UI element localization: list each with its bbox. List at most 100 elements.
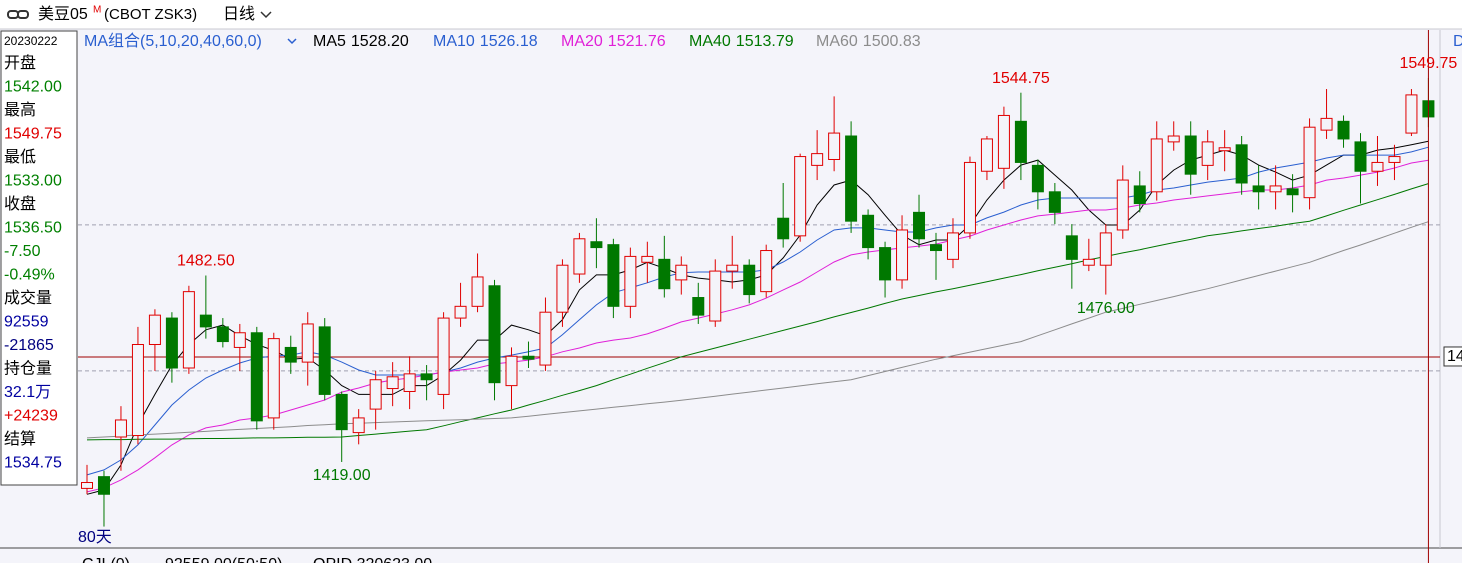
quote-field: 1536.50 [4, 220, 62, 237]
candle-body [199, 314, 212, 328]
candle-body [522, 355, 535, 360]
candle-body [1320, 117, 1333, 131]
extreme-label: 1476.00 [1077, 300, 1135, 317]
candle-body [1201, 141, 1214, 166]
quote-field: 收盘 [4, 194, 36, 213]
candle-body [1303, 126, 1316, 199]
ma-group-label: MA组合(5,10,20,40,60,0) [84, 32, 262, 50]
period-selector[interactable]: 日线 [223, 5, 255, 23]
candle-body [1235, 144, 1248, 184]
legend-name: MA40 [689, 33, 731, 50]
candle-body [726, 264, 739, 272]
candle-body [658, 258, 671, 290]
candle-body [709, 270, 722, 322]
candle-body [946, 232, 959, 260]
extreme-label: 1482.50 [177, 253, 235, 270]
candle-body [963, 161, 976, 234]
indicator-text: OPID 320623.00 [313, 556, 432, 563]
candle-body [1031, 164, 1044, 193]
quote-field: 1534.75 [4, 455, 62, 472]
quote-field: -21865 [4, 337, 54, 354]
candle-body [777, 217, 790, 240]
legend-value: 1513.79 [736, 33, 794, 50]
ma-line [86, 183, 1429, 441]
candle-body [573, 238, 586, 275]
candle-body [301, 323, 314, 363]
quote-field: 32.1万 [4, 384, 51, 401]
candle-body [1014, 120, 1027, 163]
candle-body [352, 417, 365, 434]
legend-name: MA20 [561, 33, 603, 50]
quote-field: 1549.75 [4, 126, 62, 143]
candle-body [896, 229, 909, 281]
candle-body [1184, 135, 1197, 175]
quote-field: -0.49% [4, 267, 55, 284]
legend-value: 1521.76 [608, 33, 666, 50]
candle-body [250, 332, 263, 422]
ma-group-chevron[interactable] [287, 38, 297, 45]
quote-field: 成交量 [4, 289, 52, 307]
top-bar [0, 0, 1462, 29]
candle-body [692, 297, 705, 316]
candle-body [624, 255, 637, 307]
candle-body [1167, 135, 1180, 143]
candle-body [1099, 232, 1112, 266]
candle-body [1269, 185, 1282, 193]
candle-body [386, 376, 399, 390]
candle-body [148, 314, 161, 345]
candle-body [335, 393, 348, 431]
candle-body [420, 373, 433, 381]
candle-body [1252, 185, 1265, 193]
candle-body [488, 285, 501, 384]
candle-body [1065, 235, 1078, 260]
legend-value: 1500.83 [863, 33, 921, 50]
legend-value: 1528.20 [351, 33, 409, 50]
candle-body [539, 311, 552, 366]
candle-body [879, 247, 892, 281]
candle-body [114, 419, 127, 438]
candle-body [1150, 138, 1163, 193]
legend-name: MA10 [433, 33, 475, 50]
candle-body [930, 244, 942, 252]
ma-line [86, 159, 1429, 493]
crosshair-label-box [1443, 346, 1462, 367]
candle-body [556, 264, 569, 313]
candle-body [760, 250, 773, 293]
quote-field: 1533.00 [4, 173, 62, 190]
candle-body [216, 326, 229, 343]
candle-body [1388, 156, 1401, 163]
ma-line [86, 221, 1429, 439]
candle-body [997, 114, 1010, 169]
indicator-text: CJL(0) [82, 556, 130, 563]
candle-body [1133, 185, 1146, 205]
candle-body [743, 264, 756, 296]
candle-body [913, 211, 926, 240]
candle-body [454, 305, 467, 319]
legend-entry: MA60 1500.83 [816, 33, 921, 50]
legend-entry: MA40 1513.79 [689, 33, 794, 50]
quote-panel [0, 30, 78, 486]
candle-body [1218, 147, 1231, 152]
extreme-label: 1419.00 [313, 467, 371, 484]
days-label: 80天 [78, 529, 112, 546]
link-icon [7, 10, 29, 19]
symbol-code: (CBOT ZSK3) [104, 6, 197, 23]
candle-body [828, 132, 841, 160]
legend-entry: MA10 1526.18 [433, 33, 538, 50]
candle-body [471, 276, 484, 307]
candle-body [165, 317, 178, 369]
candle-body [182, 291, 195, 369]
period-chevron[interactable] [260, 11, 272, 19]
quote-field: 92559 [4, 314, 49, 331]
candle-body [318, 326, 331, 395]
candle-body [267, 338, 280, 419]
candle-body [403, 373, 416, 392]
candle-body [1405, 94, 1418, 134]
candle-body [811, 153, 824, 166]
quote-field: 持仓量 [4, 360, 52, 378]
candle-body [862, 214, 875, 249]
legend-entry: MA20 1521.76 [561, 33, 666, 50]
legend-name: MA5 [313, 33, 346, 50]
candle-body [284, 346, 297, 363]
legend-name: MA60 [816, 33, 858, 50]
